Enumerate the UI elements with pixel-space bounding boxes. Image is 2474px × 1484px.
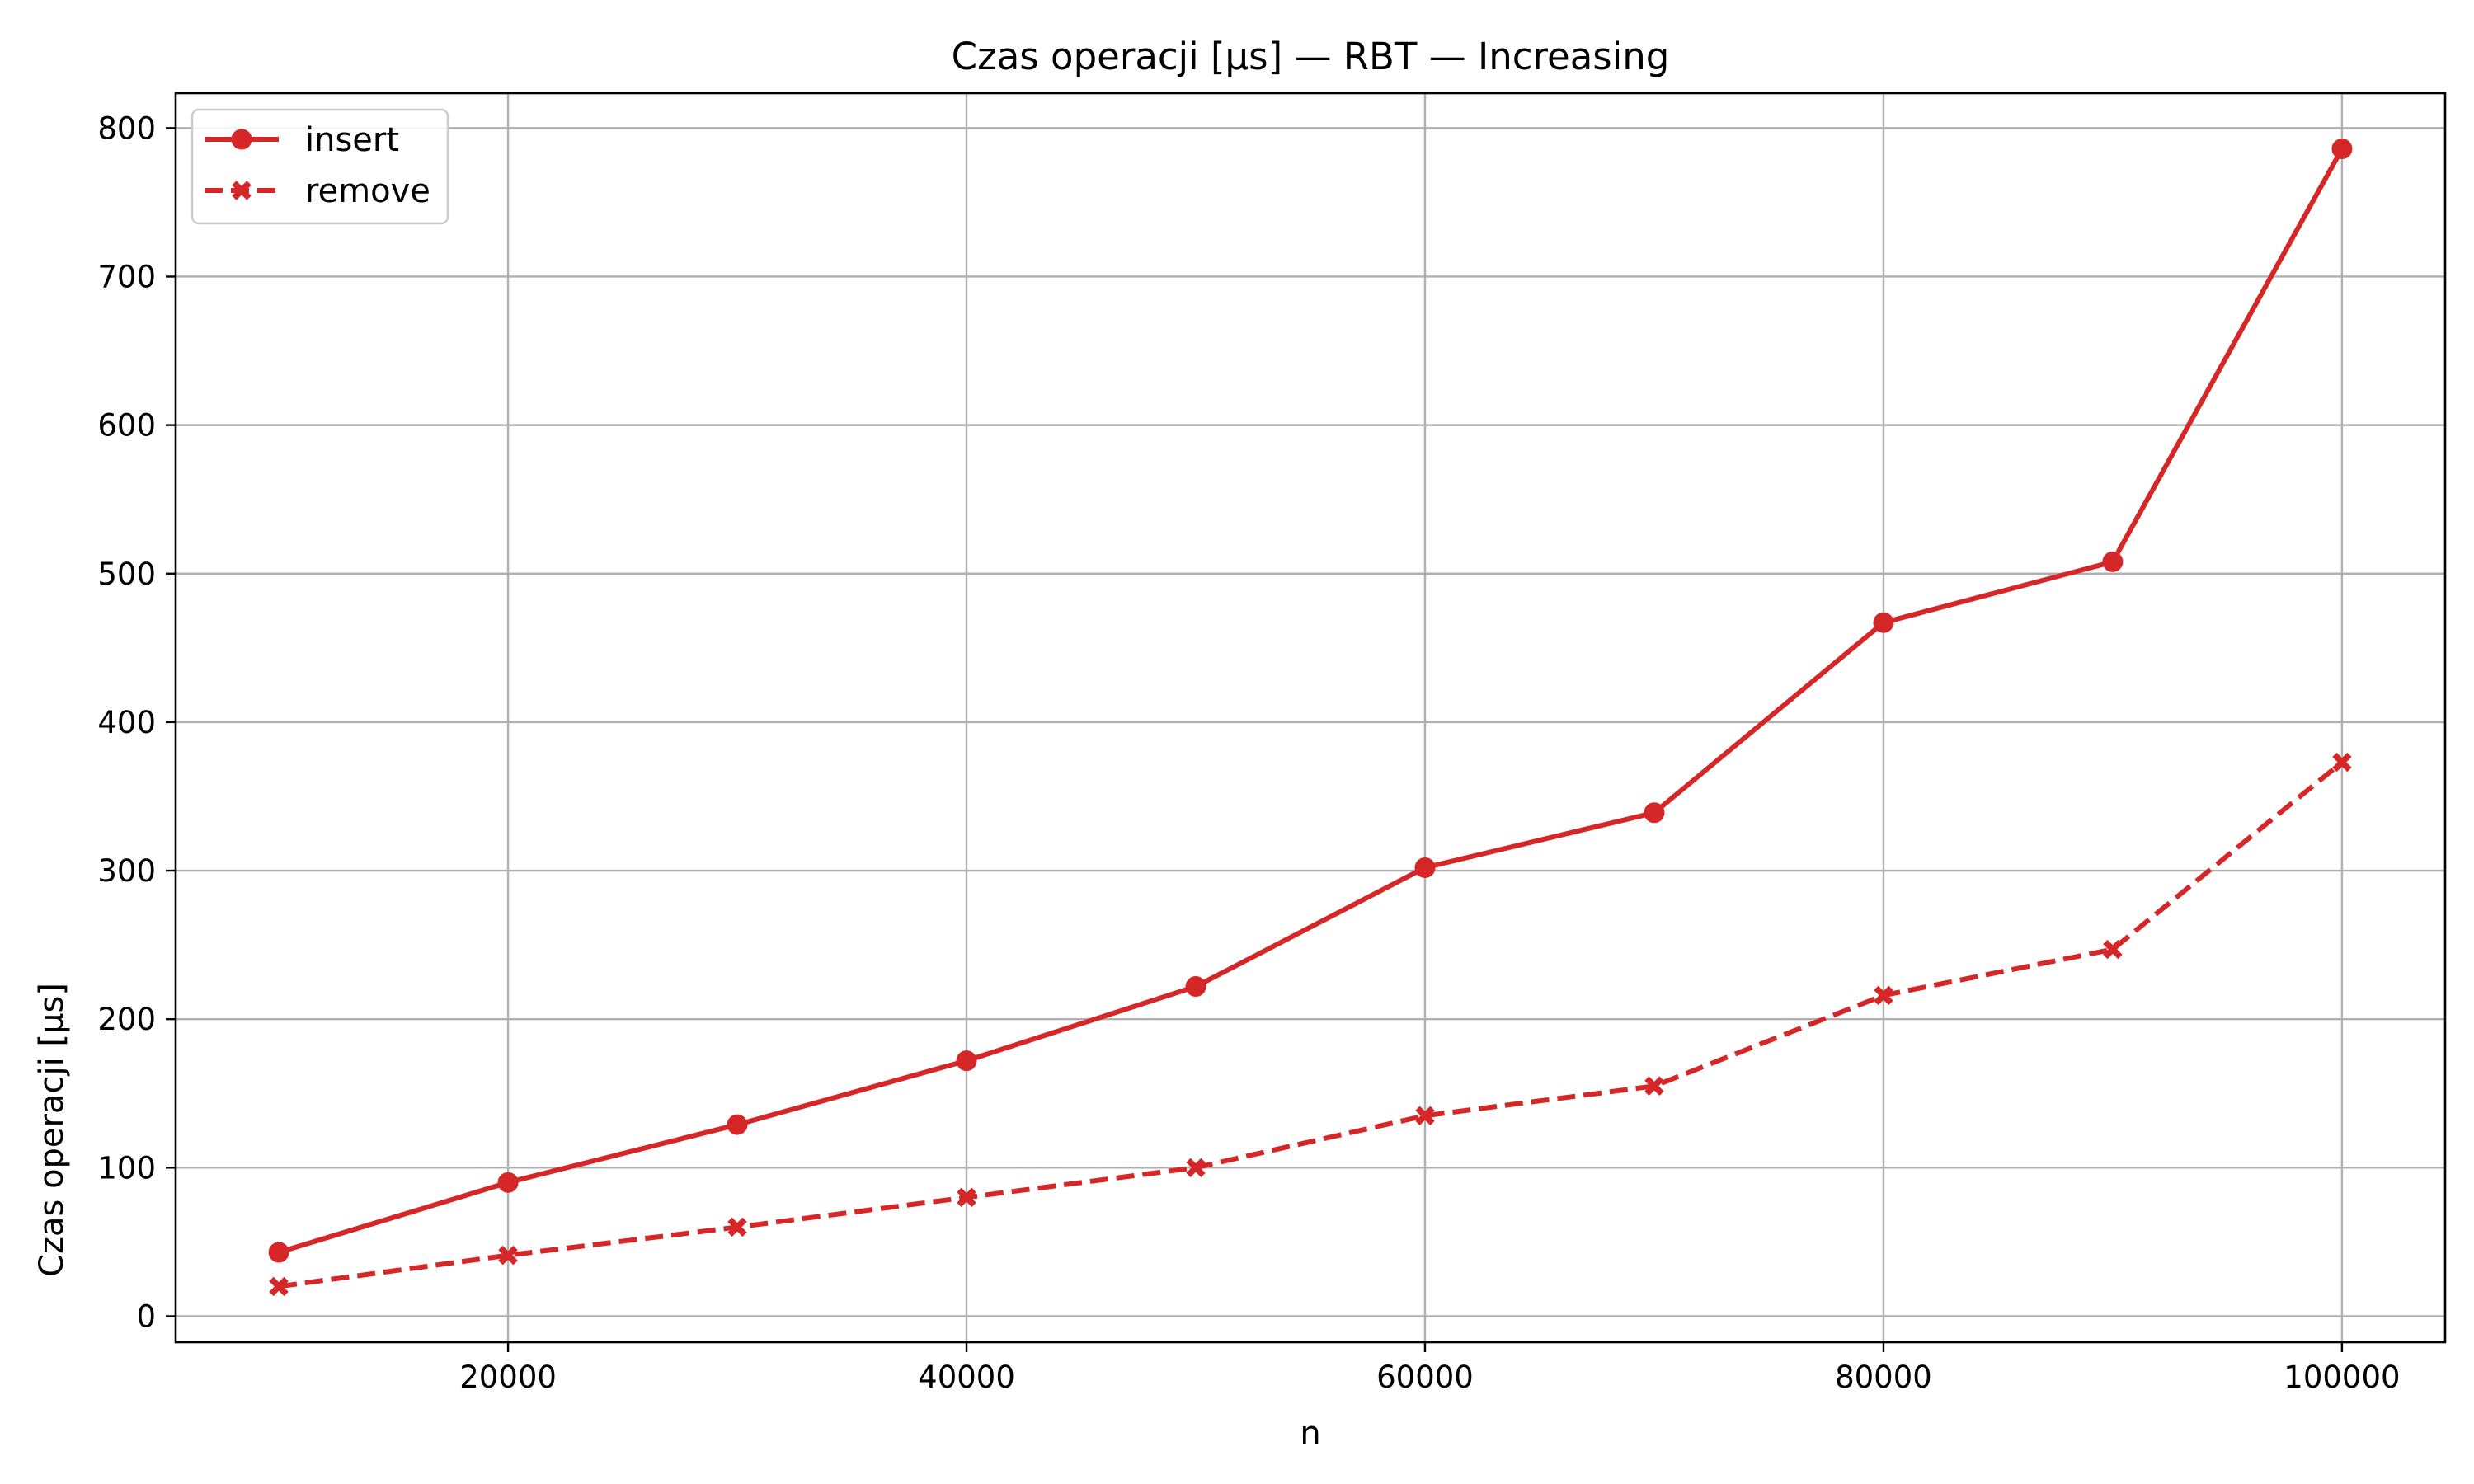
data-point-insert	[497, 1172, 519, 1193]
data-point-remove	[2332, 752, 2352, 773]
y-tick-label: 100	[97, 1150, 156, 1186]
x-tick-label: 80000	[1835, 1360, 1932, 1395]
y-axis: 0 100 200 300 400 500 600 700 800	[97, 110, 176, 1334]
series-line-remove	[278, 760, 2344, 1289]
legend-entry-remove: remove	[205, 172, 430, 210]
x-tick-label: 20000	[459, 1360, 557, 1395]
data-point-insert	[2102, 551, 2124, 572]
data-point-insert	[268, 1242, 289, 1263]
data-point-insert	[2331, 139, 2353, 160]
series-layer	[268, 139, 2353, 1297]
legend-label: remove	[305, 172, 430, 210]
y-tick-label: 600	[97, 408, 156, 444]
data-point-insert	[1414, 857, 1436, 878]
x-tick-label: 100000	[2284, 1360, 2400, 1395]
data-point-remove	[1644, 1076, 1664, 1096]
y-tick-label: 500	[97, 556, 156, 592]
y-tick-label: 200	[97, 1002, 156, 1037]
data-point-insert	[727, 1114, 748, 1135]
series-line-insert	[276, 146, 2345, 1255]
x-axis-label: n	[1300, 1415, 1320, 1453]
data-point-remove	[957, 1187, 976, 1208]
data-point-remove	[498, 1245, 518, 1266]
y-tick-label: 300	[97, 853, 156, 889]
data-point-remove	[727, 1217, 747, 1237]
data-point-remove	[269, 1276, 289, 1297]
x-tick-label: 40000	[918, 1360, 1015, 1395]
legend: insert remove	[190, 108, 449, 225]
data-point-remove	[1874, 985, 1893, 1006]
data-point-insert	[956, 1050, 977, 1072]
data-point-remove	[2103, 939, 2123, 960]
data-point-insert	[1185, 976, 1206, 998]
y-tick-label: 800	[97, 110, 156, 146]
y-tick-label: 0	[136, 1298, 156, 1334]
chart-title: Czas operacji [µs] — RBT — Increasing	[952, 35, 1670, 78]
x-axis: 20000 40000 60000 80000 100000	[459, 1342, 2401, 1395]
data-point-insert	[1873, 612, 1894, 633]
y-tick-label: 700	[97, 259, 156, 294]
plot-frame	[174, 92, 2447, 1344]
data-point-insert	[1644, 802, 1665, 824]
legend-marker	[232, 181, 252, 200]
y-axis-label: Czas operacji [µs]	[33, 983, 71, 1277]
legend-entry-insert: insert	[205, 121, 399, 159]
data-point-remove	[1415, 1106, 1435, 1125]
x-tick-label: 60000	[1376, 1360, 1474, 1395]
data-point-remove	[1186, 1158, 1206, 1178]
series-remove	[269, 752, 2352, 1297]
series-insert	[268, 139, 2353, 1263]
legend-marker	[231, 129, 252, 150]
legend-label: insert	[305, 121, 399, 159]
y-tick-label: 400	[97, 705, 156, 740]
